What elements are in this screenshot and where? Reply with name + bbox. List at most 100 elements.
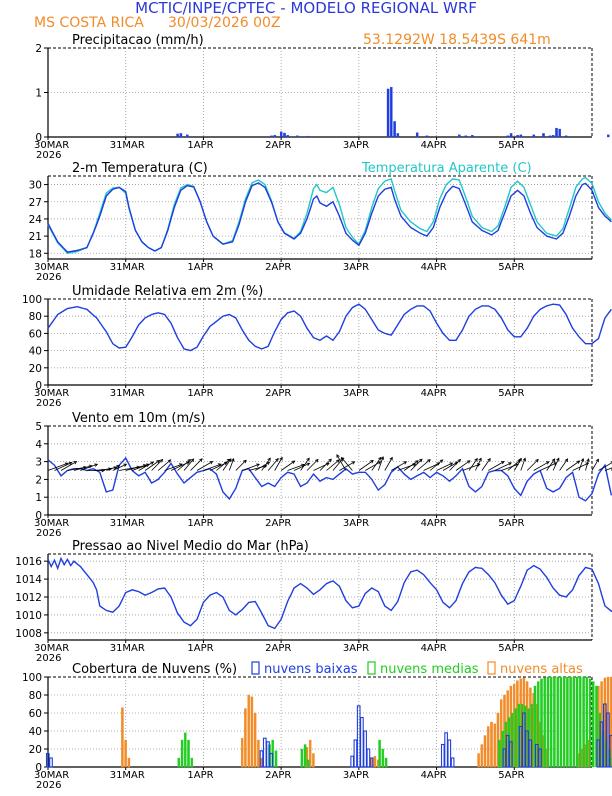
bar-nuvens-medias — [382, 749, 384, 767]
x-tick-label-4apr: 4APR — [421, 770, 447, 781]
y-tick-label: 1008 — [15, 628, 42, 640]
bar-nuvens-altas — [487, 727, 489, 768]
y-tick-label: 1012 — [15, 592, 42, 604]
bar-precip — [552, 135, 554, 137]
y-tick-label: 60 — [29, 328, 42, 340]
y-tick-label: 30 — [29, 180, 42, 192]
bar-nuvens-medias — [550, 677, 552, 767]
bar-nuvens-baixas — [451, 758, 454, 767]
legend-swatch-nuvens-baixas — [252, 662, 259, 674]
bar-nuvens-altas — [244, 709, 246, 768]
y-tick-label: 80 — [29, 690, 42, 702]
y-tick-label: 2 — [35, 474, 42, 486]
y-tick-label: 80 — [29, 311, 42, 323]
bar-precip — [390, 87, 392, 137]
x-year-label: 2026 — [36, 398, 61, 409]
bar-precip — [306, 136, 308, 137]
x-tick-label-2apr: 2APR — [265, 643, 291, 654]
bar-nuvens-altas — [494, 724, 496, 767]
x-tick-label-31mar: 31MAR — [110, 140, 145, 151]
x-tick-label-1apr: 1APR — [187, 388, 213, 399]
x-tick-label-5apr: 5APR — [498, 140, 524, 151]
wind-vector — [262, 458, 271, 470]
bar-nuvens-medias — [385, 758, 387, 767]
bar-nuvens-altas — [254, 713, 256, 767]
bar-precip — [465, 136, 467, 137]
y-tick-label: 1 — [35, 88, 42, 100]
panel-title: Umidade Relativa em 2m (%) — [72, 284, 263, 299]
bar-nuvens-baixas — [267, 742, 270, 767]
bar-precip — [549, 136, 551, 137]
bar-nuvens-medias — [181, 740, 183, 767]
bar-nuvens-baixas — [354, 740, 357, 767]
series-line-pressao — [48, 559, 612, 629]
bar-nuvens-medias — [583, 677, 585, 767]
bar-nuvens-medias — [589, 679, 591, 767]
bar-nuvens-altas — [121, 708, 123, 767]
series-line-umidade — [48, 304, 611, 350]
bar-precip — [270, 136, 272, 137]
x-tick-label-4apr: 4APR — [421, 518, 447, 529]
x-tick-label-31mar: 31MAR — [110, 388, 145, 399]
bar-precip — [517, 135, 519, 137]
x-tick-label-31mar: 31MAR — [110, 518, 145, 529]
bar-nuvens-medias — [178, 758, 180, 767]
x-tick-label-4apr: 4APR — [421, 388, 447, 399]
bar-nuvens-medias — [498, 740, 500, 767]
x-tick-label-2apr: 2APR — [265, 388, 291, 399]
x-year-label: 2026 — [36, 653, 61, 664]
x-tick-label-5apr: 5APR — [498, 770, 524, 781]
bar-precip — [458, 135, 460, 137]
x-tick-label-2apr: 2APR — [265, 518, 291, 529]
x-tick-label-2apr: 2APR — [265, 770, 291, 781]
bar-nuvens-medias — [379, 740, 381, 767]
y-tick-label: 5 — [35, 421, 42, 433]
bar-precip — [186, 135, 188, 137]
y-tick-label: 40 — [29, 346, 42, 358]
bar-nuvens-altas — [374, 756, 376, 767]
bar-nuvens-baixas — [50, 758, 53, 767]
header-coordinates: 53.1292W 18.5439S 641m — [363, 32, 551, 48]
bar-precip — [555, 128, 557, 137]
bar-nuvens-medias — [191, 758, 193, 767]
y-tick-label: 2 — [35, 43, 42, 55]
bar-nuvens-altas — [248, 695, 250, 767]
bar-nuvens-medias — [547, 677, 549, 767]
x-tick-label-3apr: 3APR — [343, 518, 369, 529]
bar-precip — [177, 134, 179, 137]
legend-nuvens-baixas: nuvens baixas — [264, 662, 358, 677]
x-tick-label-3apr: 3APR — [343, 388, 369, 399]
bar-precip — [565, 136, 567, 137]
y-tick-label: 1016 — [15, 556, 42, 568]
bar-precip — [471, 135, 473, 137]
x-tick-label-31mar: 31MAR — [110, 643, 145, 654]
bar-precip — [274, 135, 276, 137]
bar-precip — [426, 136, 428, 137]
x-year-label: 2026 — [36, 528, 61, 539]
bar-precip — [387, 89, 389, 137]
bar-nuvens-medias — [570, 677, 572, 767]
bar-nuvens-altas — [484, 736, 486, 768]
bar-precip — [287, 135, 289, 137]
x-tick-label-5apr: 5APR — [498, 388, 524, 399]
wind-vector — [372, 457, 381, 470]
wind-vector — [534, 462, 549, 471]
y-tick-label: 1 — [35, 492, 42, 504]
y-tick-label: 100 — [22, 294, 42, 306]
bar-nuvens-baixas — [351, 756, 354, 767]
x-tick-label-3apr: 3APR — [343, 770, 369, 781]
x-tick-label-2apr: 2APR — [265, 140, 291, 151]
x-tick-label-31mar: 31MAR — [110, 770, 145, 781]
y-tick-label: 3 — [35, 457, 42, 469]
panel-title: Pressao ao Nivel Medio do Mar (hPa) — [72, 539, 309, 554]
bar-nuvens-medias — [560, 677, 562, 767]
x-year-label: 2026 — [36, 272, 61, 283]
bar-nuvens-medias — [304, 745, 306, 768]
x-year-label: 2026 — [36, 150, 61, 161]
legend-nuvens-medias: nuvens medias — [380, 662, 479, 677]
